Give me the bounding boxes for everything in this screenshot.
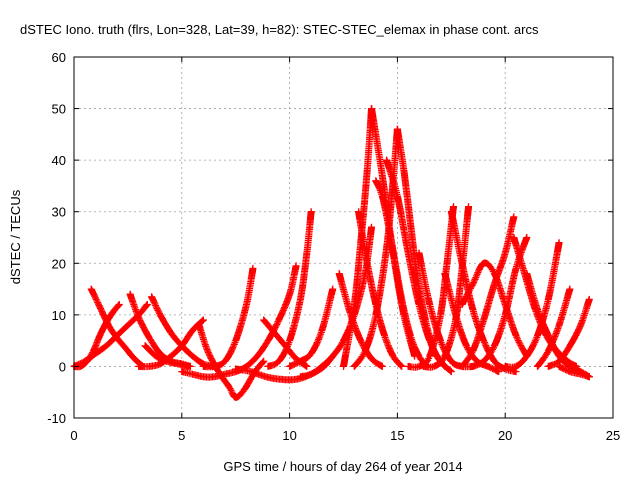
y-tick-label: 0 xyxy=(59,359,66,374)
data-point-markers xyxy=(458,213,518,370)
x-tick-label: 10 xyxy=(282,428,296,443)
series-arc-10 xyxy=(199,264,257,371)
data-point-markers xyxy=(441,270,503,376)
series-arc-31 xyxy=(458,259,531,360)
data-point-markers xyxy=(355,208,406,370)
x-tick-label: 0 xyxy=(70,428,77,443)
data-point-markers xyxy=(141,342,192,370)
data-point-markers xyxy=(195,321,268,401)
y-tick-label: 10 xyxy=(52,308,66,323)
series-arc-30 xyxy=(458,213,518,370)
x-tick-label: 5 xyxy=(178,428,185,443)
data-point-markers xyxy=(372,177,432,370)
x-tick-label: 20 xyxy=(498,428,512,443)
series-arc-14 xyxy=(286,285,337,370)
series-arc-13 xyxy=(264,208,315,370)
data-point-markers xyxy=(199,264,257,371)
data-layer xyxy=(70,105,593,401)
data-point-markers xyxy=(286,285,337,370)
data-point-markers xyxy=(458,259,531,360)
y-tick-label: 20 xyxy=(52,256,66,271)
y-tick-label: 30 xyxy=(52,205,66,220)
series-arc-22 xyxy=(355,208,406,370)
y-tick-label: 50 xyxy=(52,102,66,117)
series-arc-23 xyxy=(383,156,455,376)
series-arc-37 xyxy=(555,362,593,381)
series-arc-2 xyxy=(87,285,147,370)
axis-ticks: 0 5 10 15 20 25 -10 0 10 20 30 40 50 60 xyxy=(47,50,620,443)
series-arc-36 xyxy=(534,285,574,370)
series-arc-20 xyxy=(372,177,432,370)
x-tick-label: 25 xyxy=(606,428,620,443)
y-tick-label: 60 xyxy=(52,50,66,65)
y-tick-label: 40 xyxy=(52,153,66,168)
data-point-markers xyxy=(87,285,147,370)
series-arc-29 xyxy=(469,234,531,370)
series-arc-35 xyxy=(544,295,593,370)
x-axis-label: GPS time / hours of day 264 of year 2014 xyxy=(223,459,462,474)
chart-title: dSTEC Iono. truth (flrs, Lon=328, Lat=39… xyxy=(20,22,539,37)
y-axis-label: dSTEC / TECUs xyxy=(8,189,23,284)
data-point-markers xyxy=(264,208,315,370)
series-arc-7 xyxy=(141,342,192,370)
plot-frame xyxy=(73,56,614,419)
series-arc-27 xyxy=(441,270,503,376)
grid xyxy=(74,57,613,418)
data-point-markers xyxy=(555,362,593,381)
data-point-markers xyxy=(469,234,531,370)
series-arc-9 xyxy=(195,321,268,401)
data-point-markers xyxy=(534,285,574,370)
data-point-markers xyxy=(544,295,593,370)
y-tick-label: -10 xyxy=(47,411,66,426)
data-point-markers xyxy=(383,156,455,376)
x-tick-label: 15 xyxy=(390,428,404,443)
